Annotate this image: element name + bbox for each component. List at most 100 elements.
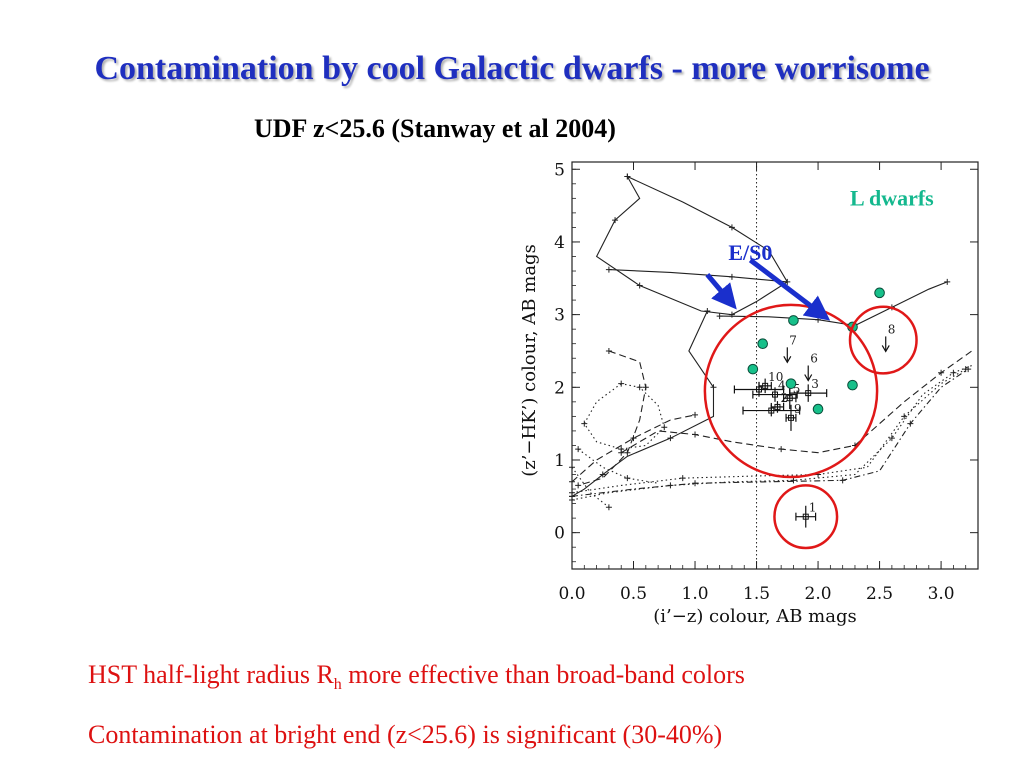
track-marker [605, 266, 612, 273]
track-marker [618, 380, 625, 387]
model-track-10 [583, 383, 665, 450]
note1-text-start: HST half-light radius R [88, 660, 334, 689]
upper-limit-arrowhead [881, 345, 890, 353]
note-contamination: Contamination at bright end (z<25.6) is … [88, 720, 723, 749]
l-dwarf-point-0 [747, 363, 759, 375]
candidate-label: 9 [794, 402, 802, 416]
candidate-point-10: 10 [758, 370, 783, 394]
model-track-2 [719, 281, 948, 327]
l-dwarf-point-4 [812, 403, 824, 415]
candidate-marker [762, 382, 769, 389]
track-marker [667, 435, 674, 442]
note1-text-end: more effective than broad-band colors [341, 660, 745, 689]
track-marker [728, 273, 735, 280]
x-axis-label: (i’−z) colour, AB mags [653, 606, 857, 627]
y-tick-label: 0 [554, 524, 565, 544]
model-track-3 [571, 310, 715, 497]
x-tick-label: 0.5 [620, 584, 647, 604]
track-marker [605, 347, 612, 354]
track-marker [636, 384, 643, 391]
upper-limit-arrowhead [783, 356, 792, 364]
track-marker [938, 369, 945, 376]
track-marker [692, 411, 699, 418]
model-track-4 [571, 414, 696, 483]
track-marker [575, 482, 582, 489]
note-half-light-radius: HST half-light radius Rh more effective … [88, 660, 745, 694]
upper-limit-label: 6 [810, 352, 818, 366]
track-marker [630, 435, 637, 442]
model-track-1 [608, 269, 788, 283]
track-marker [575, 446, 582, 453]
track-marker [661, 424, 668, 431]
note1-subscript: h [333, 676, 342, 694]
slide-title: Contamination by cool Galactic dwarfs - … [94, 50, 930, 87]
y-tick-label: 3 [554, 306, 565, 326]
track-marker [965, 366, 972, 373]
track-marker [790, 477, 797, 484]
plot-frame [571, 161, 979, 570]
slide-subtitle: UDF z<25.6 (Stanway et al 2004) [254, 114, 616, 143]
model-track-6 [620, 350, 973, 454]
track-marker [716, 313, 723, 320]
upper-limit-label: 7 [789, 333, 797, 347]
track-marker [728, 224, 735, 231]
upper-limit-arrowhead [804, 374, 813, 382]
candidate-marker [805, 390, 812, 397]
model-track-7 [571, 364, 973, 501]
highlight-circle-1 [848, 305, 918, 375]
y-tick-label: 1 [554, 451, 565, 471]
track-marker [710, 384, 717, 391]
l-dwarf-point-7 [874, 287, 885, 299]
upper-limit-7: 7 [783, 333, 797, 364]
track-marker [624, 449, 631, 456]
track-marker [888, 435, 895, 442]
candidate-marker [802, 513, 809, 520]
track-marker [778, 446, 785, 453]
track-marker [950, 369, 957, 376]
track-marker [599, 471, 606, 478]
model-track-9 [571, 368, 969, 497]
es0-arrow-1 [748, 258, 831, 321]
x-tick-label: 0.0 [558, 584, 585, 604]
track-marker [944, 278, 951, 285]
l-dwarf-point-1 [757, 338, 768, 349]
track-marker [642, 384, 649, 391]
track-marker [679, 475, 686, 482]
candidate-label: 10 [768, 370, 783, 384]
upper-limit-6: 6 [804, 352, 818, 382]
l-dwarf-point-2 [788, 315, 799, 326]
candidate-point-9: 9 [785, 402, 802, 431]
track-marker [907, 420, 914, 427]
upper-limit-8: 8 [881, 322, 895, 353]
track-marker [692, 431, 699, 438]
model-track-8 [571, 368, 966, 494]
es0-arrow-0 [705, 273, 737, 310]
track-marker [815, 316, 822, 323]
candidate-label: 3 [811, 377, 819, 391]
l-dwarf-point-6 [847, 379, 858, 391]
track-marker [618, 446, 625, 453]
candidate-label: 5 [793, 382, 801, 396]
track-marker [901, 413, 908, 420]
l-dwarf-point-3 [785, 378, 797, 389]
x-tick-label: 1.0 [682, 584, 709, 604]
x-tick-label: 2.5 [866, 584, 893, 604]
track-marker [605, 504, 612, 511]
candidate-marker [772, 391, 778, 398]
x-tick-label: 2.0 [805, 584, 832, 604]
candidate-marker [774, 403, 781, 410]
track-marker [704, 307, 711, 314]
highlight-circle-0 [703, 303, 879, 479]
y-tick-label: 4 [554, 233, 565, 253]
track-marker [624, 475, 631, 482]
candidate-label: 4 [778, 379, 786, 393]
candidate-marker [787, 414, 794, 421]
y-axis-label: (z’−HK’) colour, AB mags [519, 244, 540, 477]
model-track-5 [577, 350, 647, 486]
x-tick-label: 1.5 [743, 584, 770, 604]
track-marker [839, 477, 846, 484]
y-tick-label: 2 [554, 378, 565, 398]
model-track-12 [571, 466, 610, 508]
candidate-point-1: 1 [795, 501, 816, 528]
